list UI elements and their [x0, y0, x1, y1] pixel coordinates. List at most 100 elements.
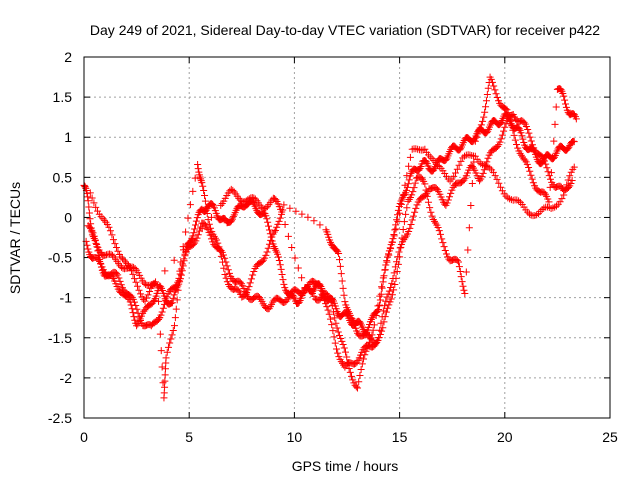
data-point — [355, 378, 363, 386]
data-point — [567, 180, 575, 188]
data-point — [334, 328, 342, 336]
data-point — [291, 254, 299, 262]
data-point — [502, 192, 510, 200]
data-point — [430, 217, 438, 225]
data-point — [509, 126, 517, 134]
data-point — [158, 363, 166, 371]
data-point — [275, 217, 283, 225]
data-point — [391, 226, 399, 234]
data-point — [340, 344, 348, 352]
data-point — [265, 226, 273, 234]
data-point — [174, 278, 182, 286]
data-point — [339, 340, 347, 348]
data-point — [272, 246, 280, 254]
data-point — [468, 162, 476, 170]
data-point — [399, 226, 407, 234]
data-point — [179, 260, 187, 268]
data-point — [345, 364, 353, 372]
data-point — [496, 138, 504, 146]
data-point — [428, 155, 436, 163]
data-point — [382, 308, 390, 316]
data-point — [229, 186, 237, 194]
data-point — [155, 297, 163, 305]
data-point — [460, 286, 468, 294]
data-point — [114, 271, 122, 279]
y-tick-label: -1 — [60, 290, 73, 306]
data-point — [111, 240, 119, 248]
data-point — [130, 275, 138, 283]
data-point — [167, 299, 175, 307]
y-tick-label: 2 — [64, 49, 72, 65]
data-point — [379, 307, 387, 315]
data-point — [480, 113, 488, 121]
data-point — [335, 331, 343, 339]
data-point — [462, 268, 470, 276]
data-point — [184, 214, 192, 222]
data-point — [198, 225, 206, 233]
data-point — [245, 195, 253, 203]
data-point — [150, 279, 158, 287]
data-point — [274, 220, 282, 228]
data-point — [442, 156, 450, 164]
data-point — [141, 297, 149, 305]
data-point — [477, 160, 485, 168]
data-point — [211, 234, 219, 242]
data-point — [270, 228, 278, 236]
data-point — [393, 268, 401, 276]
data-point — [179, 246, 187, 254]
data-point — [198, 179, 206, 187]
data-point — [132, 278, 140, 286]
data-point — [225, 269, 233, 277]
data-point — [363, 344, 371, 352]
data-point — [468, 151, 476, 159]
data-point — [92, 203, 100, 211]
data-point — [444, 196, 452, 204]
data-point — [196, 173, 204, 181]
data-point — [91, 236, 99, 244]
data-point — [132, 301, 140, 309]
data-point — [572, 115, 580, 123]
data-point — [278, 270, 286, 278]
data-point — [339, 284, 347, 292]
data-point — [112, 244, 120, 252]
data-point — [540, 157, 548, 165]
x-tick-label: 10 — [287, 429, 303, 445]
data-point — [564, 176, 572, 184]
data-point — [115, 274, 123, 282]
data-point — [375, 306, 383, 314]
data-point — [475, 127, 483, 135]
x-tick-labels: 0 5 10 15 20 25 — [80, 429, 618, 445]
data-point — [403, 172, 411, 180]
data-point — [142, 280, 150, 288]
data-point — [438, 235, 446, 243]
data-point — [201, 191, 209, 199]
data-point — [220, 264, 228, 272]
data-point — [92, 239, 100, 247]
data-point — [560, 92, 568, 100]
data-point — [375, 301, 383, 309]
data-point — [410, 184, 418, 192]
series-track-a — [80, 110, 578, 338]
data-point — [106, 227, 114, 235]
data-point — [298, 274, 306, 282]
data-point — [86, 189, 94, 197]
data-point — [112, 269, 120, 277]
data-point — [565, 143, 573, 151]
data-point — [157, 283, 165, 291]
data-point — [382, 261, 390, 269]
data-point — [83, 241, 91, 249]
data-point — [558, 195, 566, 203]
data-point — [570, 163, 578, 171]
data-point — [528, 141, 536, 149]
data-point — [482, 97, 490, 105]
data-point — [284, 232, 292, 240]
data-point — [335, 256, 343, 264]
data-point — [157, 347, 165, 355]
data-point — [378, 283, 386, 291]
data-point — [341, 348, 349, 356]
data-point — [100, 216, 108, 224]
data-point — [84, 193, 92, 201]
data-point — [390, 286, 398, 294]
data-point — [409, 188, 417, 196]
